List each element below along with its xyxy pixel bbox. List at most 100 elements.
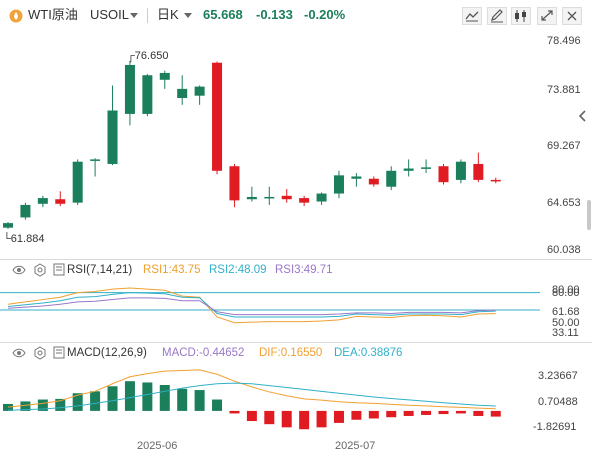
pane-divider[interactable] xyxy=(0,259,592,260)
macd-chart[interactable] xyxy=(0,362,540,438)
settings-icon[interactable] xyxy=(33,346,47,360)
macd-histogram-bar xyxy=(264,410,275,425)
rsi-axis-tick: 80.00 xyxy=(552,284,580,296)
pane-divider[interactable] xyxy=(0,342,592,343)
candle xyxy=(3,221,13,230)
candle-body xyxy=(368,178,379,185)
price-change-percent: -0.20% xyxy=(304,7,346,22)
macd-header: MACD(12,26,9) MACD:-0.44652 DIF:0.16550 … xyxy=(0,345,540,361)
close-chart-button[interactable] xyxy=(562,7,582,25)
candle xyxy=(246,186,257,202)
macd-histogram-bar xyxy=(159,384,170,411)
macd-dea-line xyxy=(7,382,496,411)
macd-histogram-bar xyxy=(142,382,153,411)
chart-toolbar: WTI原油 USOIL 日K 65.668 -0.133 -0.20% xyxy=(0,0,592,30)
settings-icon[interactable] xyxy=(33,263,47,277)
macd-histogram-bar xyxy=(490,410,501,417)
candle xyxy=(368,176,379,187)
candle-body xyxy=(264,196,275,199)
candle-body xyxy=(177,88,188,98)
macd-histogram-bar xyxy=(37,399,48,411)
rsi-chart[interactable] xyxy=(0,279,540,341)
price-change: -0.133 xyxy=(256,7,293,22)
candle-body xyxy=(438,166,449,183)
candle-body xyxy=(20,204,31,218)
candle xyxy=(124,61,135,126)
fullscreen-icon xyxy=(537,7,557,25)
candle-body xyxy=(281,195,292,200)
macd-histogram-bar xyxy=(299,410,310,430)
macd-histogram-bar xyxy=(3,403,13,411)
candle xyxy=(455,159,466,184)
candle xyxy=(194,85,205,105)
rsi-axis-tick: 50.00 xyxy=(552,317,580,329)
high-price-value: 76.650 xyxy=(134,50,169,62)
dea-value: DEA:0.38876 xyxy=(334,347,403,359)
macd-histogram-bar xyxy=(124,381,135,411)
candle xyxy=(299,195,310,207)
price-axis-tick: 60.038 xyxy=(547,244,581,256)
candle-body xyxy=(159,72,170,80)
chevron-left-icon xyxy=(578,110,586,122)
candle-body xyxy=(351,176,362,179)
candle-style-button[interactable] xyxy=(511,7,531,25)
rsi-title[interactable]: RSI(7,14,21) xyxy=(67,264,133,276)
candle xyxy=(212,61,223,175)
candle-body xyxy=(90,159,101,161)
macd-histogram-bar xyxy=(333,410,344,423)
eye-icon[interactable] xyxy=(12,346,26,360)
candle xyxy=(386,166,397,191)
scroll-handle-icon xyxy=(587,200,591,230)
rsi-line-rsi2 xyxy=(7,292,496,318)
macd-histogram-bar xyxy=(20,401,31,411)
candle-body xyxy=(490,179,501,182)
macd-histogram-bar xyxy=(72,393,83,411)
candlestick-chart[interactable] xyxy=(0,30,540,258)
symbol-name[interactable]: WTI原油 xyxy=(28,7,78,22)
symbol-dropdown-icon[interactable] xyxy=(130,13,138,19)
candle-body xyxy=(55,199,66,204)
candle xyxy=(333,170,344,199)
eye-icon[interactable] xyxy=(12,263,26,277)
candle xyxy=(55,191,66,207)
macd-histogram-bar xyxy=(351,410,362,420)
edit-button[interactable] xyxy=(487,7,507,25)
candle xyxy=(90,158,101,177)
candle-body xyxy=(316,193,327,202)
edit-icon xyxy=(487,7,507,25)
macd-histogram-bar xyxy=(194,390,205,411)
collapse-panel-button[interactable] xyxy=(574,104,592,128)
candle xyxy=(20,202,31,220)
macd-axis-tick: -1.82691 xyxy=(533,421,577,433)
candle-body xyxy=(37,198,48,204)
candle xyxy=(473,152,484,183)
time-axis-tick: 2025-06 xyxy=(137,440,178,452)
candle-body xyxy=(403,168,414,171)
fullscreen-button[interactable] xyxy=(537,7,557,25)
candle xyxy=(177,75,188,105)
candle-body xyxy=(107,110,118,164)
macd-histogram-bar xyxy=(455,410,466,414)
candle xyxy=(438,163,449,185)
price-axis-tick: 73.881 xyxy=(547,84,581,96)
candle-body xyxy=(194,86,205,96)
interval-dropdown-icon[interactable] xyxy=(184,13,192,19)
interval-selector[interactable]: 日K xyxy=(157,7,179,22)
price-axis-tick: 69.267 xyxy=(547,140,581,152)
candle-body xyxy=(299,198,310,203)
time-axis-tick: 2025-07 xyxy=(335,440,376,452)
rsi-axis-tick: 61.68 xyxy=(552,306,580,318)
candle-body xyxy=(386,170,397,187)
macd-title[interactable]: MACD(12,26,9) xyxy=(67,347,147,359)
close-icon xyxy=(562,7,582,25)
candle xyxy=(107,85,118,166)
draw-tool-button[interactable] xyxy=(462,7,482,25)
candle-body xyxy=(142,75,153,114)
macd-axis-tick: 3.23667 xyxy=(538,370,578,382)
price-axis-scroll-handle[interactable] xyxy=(586,200,592,230)
symbol-code[interactable]: USOIL xyxy=(90,7,130,22)
candle xyxy=(159,70,170,89)
candle xyxy=(72,159,83,205)
low-price-label: └61.884 xyxy=(3,233,45,245)
rsi-axis-tick: 80.00 xyxy=(552,287,580,299)
